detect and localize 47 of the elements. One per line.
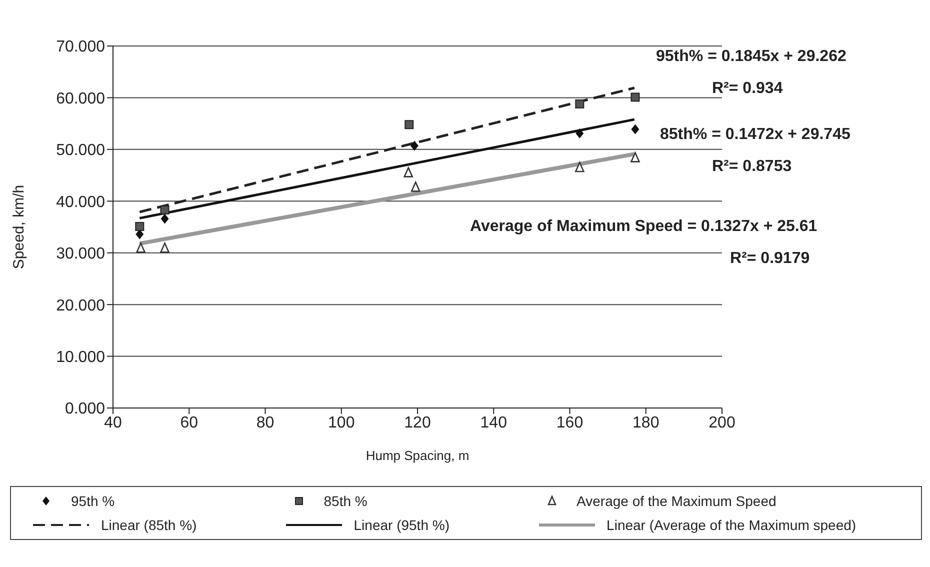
- y-tick-label: 0.000: [64, 400, 106, 418]
- x-tick-label: 140: [480, 414, 508, 432]
- x-tick-label: 40: [104, 414, 122, 432]
- annotation: 95th% = 0.1845x + 29.262: [656, 48, 846, 65]
- point: [630, 152, 640, 162]
- point: [576, 128, 584, 138]
- x-axis-title: Hump Spacing, m: [366, 448, 470, 463]
- point: [631, 124, 640, 134]
- point: [136, 242, 146, 253]
- legend-label: 95th %: [71, 493, 115, 509]
- point: [404, 120, 414, 130]
- point: [575, 99, 584, 108]
- x-tick-label: 180: [632, 414, 660, 432]
- y-tick-label: 30.000: [56, 246, 106, 263]
- annotation: 85th% = 0.1472x + 29.745: [660, 126, 850, 143]
- x-tick-label: 80: [256, 414, 274, 432]
- point: [136, 229, 144, 240]
- point: [574, 162, 584, 172]
- point: [410, 140, 418, 151]
- point: [404, 167, 414, 178]
- legend-label: Linear (Average of the Maximum speed): [606, 517, 856, 533]
- x-tick-label: 100: [328, 414, 355, 432]
- text: R²= 0.9179: [730, 250, 810, 267]
- legend-label: Average of the Maximum Speed: [576, 493, 776, 509]
- y-tick-label: 50.000: [56, 142, 106, 160]
- legend-label: Linear (95th %): [354, 517, 450, 533]
- x-tick-label: 160: [556, 414, 584, 432]
- point: [410, 182, 420, 192]
- y-tick-label: 40.000: [56, 194, 106, 211]
- x-tick-label: 200: [708, 414, 736, 432]
- annotation: Average of Maximum Speed = 0.1327x + 25.61: [470, 218, 818, 235]
- x-tick-label: 120: [404, 414, 431, 432]
- y-tick-label: 20.000: [56, 297, 106, 314]
- point: [160, 214, 169, 224]
- point: [160, 242, 170, 253]
- legend-label: 85th %: [324, 493, 368, 509]
- point: [160, 205, 170, 214]
- annotation: R²= 0.934: [712, 80, 783, 97]
- annotation: R²= 0.8753: [712, 158, 792, 175]
- legend-label: Linear (85th %): [101, 517, 197, 533]
- y-tick-label: 60.000: [56, 90, 106, 108]
- point: [630, 92, 640, 102]
- y-tick-label: 70.000: [56, 38, 106, 56]
- point: [135, 222, 144, 231]
- y-axis-title: Speed, km/h: [10, 184, 28, 270]
- x-tick-label: 60: [180, 414, 198, 432]
- y-tick-label: 10.000: [56, 348, 106, 366]
